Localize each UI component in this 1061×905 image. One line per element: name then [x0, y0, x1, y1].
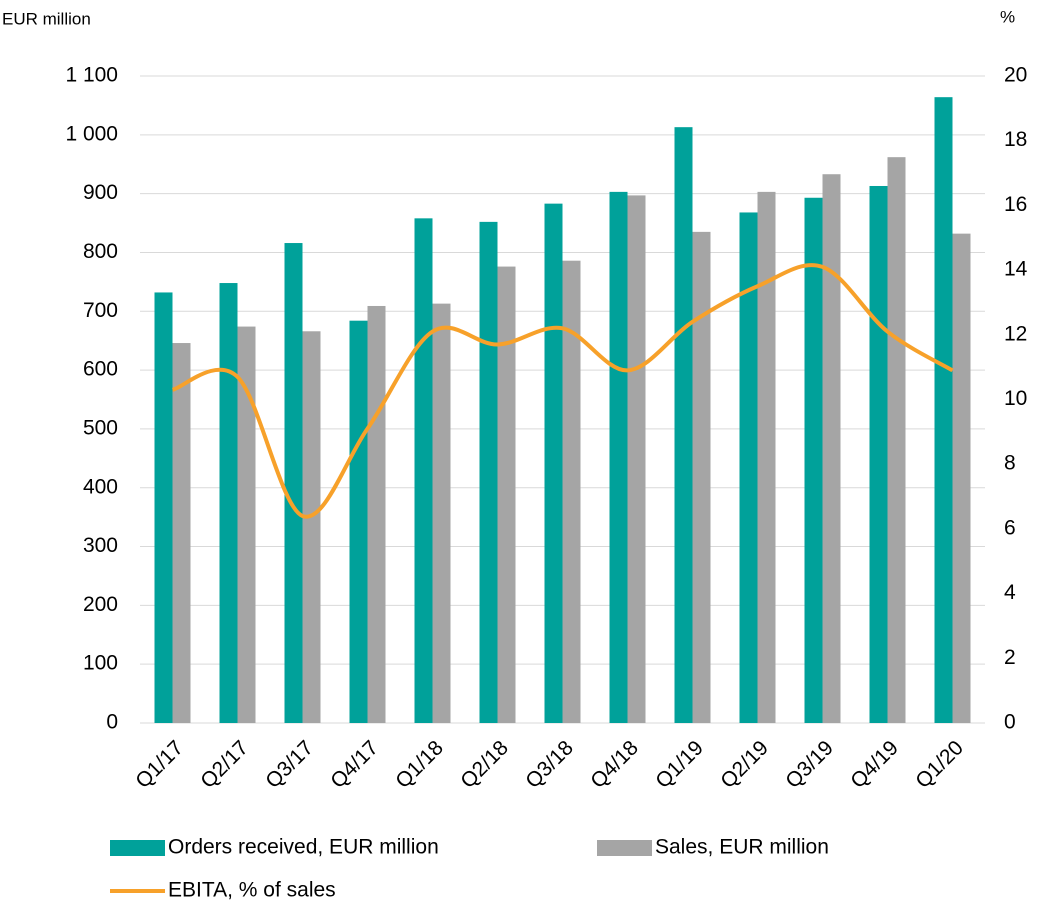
bar	[302, 331, 321, 723]
bar	[692, 231, 711, 724]
line	[171, 263, 954, 519]
y-tick-label: 500	[83, 416, 118, 439]
bar	[172, 343, 191, 723]
legend-swatch	[597, 840, 652, 856]
y-tick-label: 400	[83, 475, 118, 498]
y-tick-label: 1 000	[65, 122, 118, 145]
bar	[219, 283, 238, 723]
x-tick-label: Q2/18	[456, 736, 513, 793]
y-tick-label: 600	[83, 358, 118, 381]
y2-tick-label: 0	[1004, 711, 1016, 734]
bar	[544, 203, 563, 724]
y-tick-label: 300	[83, 534, 118, 557]
y-axis-title: EUR million	[2, 9, 91, 28]
bar	[367, 305, 386, 723]
y2-tick-label: 16	[1004, 193, 1027, 216]
bar	[627, 195, 646, 724]
y-tick-label: 800	[83, 240, 118, 263]
bar	[887, 157, 906, 724]
x-tick-label: Q2/19	[716, 736, 773, 793]
bar	[284, 243, 303, 723]
y2-tick-label: 2	[1004, 646, 1016, 669]
bar	[154, 292, 173, 723]
legend-label: Sales, EUR million	[655, 836, 829, 859]
bar	[237, 326, 256, 723]
y-tick-label: 100	[83, 652, 118, 675]
bar	[432, 303, 451, 723]
y2-tick-label: 12	[1004, 322, 1027, 345]
bar	[934, 97, 953, 723]
y-tick-label: 1 100	[65, 64, 118, 87]
x-tick-label: Q4/19	[846, 736, 903, 793]
bar	[609, 191, 628, 723]
bar	[497, 266, 516, 723]
bar	[414, 218, 433, 723]
x-tick-label: Q1/19	[651, 736, 708, 793]
bar	[757, 191, 776, 723]
bar	[562, 260, 581, 723]
y2-tick-label: 18	[1004, 128, 1027, 151]
bar	[479, 221, 498, 724]
legend-swatch	[110, 840, 165, 856]
y2-tick-label: 4	[1004, 581, 1016, 604]
y2-axis-title: %	[1000, 7, 1015, 26]
x-tick-label: Q2/17	[196, 736, 253, 793]
y2-tick-label: 14	[1004, 258, 1028, 281]
bar	[674, 127, 693, 724]
x-tick-label: Q1/18	[391, 736, 448, 793]
bar	[804, 197, 823, 723]
y-tick-label: 0	[106, 711, 118, 734]
bar	[952, 233, 971, 723]
y2-tick-label: 6	[1004, 516, 1016, 539]
x-tick-label: Q4/18	[586, 736, 643, 793]
x-tick-label: Q3/18	[521, 736, 578, 793]
y-tick-label: 900	[83, 181, 118, 204]
x-tick-label: Q1/20	[911, 736, 968, 793]
legend-label: Orders received, EUR million	[168, 836, 439, 859]
y2-tick-label: 10	[1004, 387, 1027, 410]
y2-tick-label: 20	[1004, 64, 1027, 87]
x-tick-label: Q3/19	[781, 736, 838, 793]
x-tick-label: Q4/17	[326, 736, 383, 793]
x-tick-label: Q1/17	[131, 736, 188, 793]
y-tick-label: 700	[83, 299, 118, 322]
legend-label: EBITA, % of sales	[168, 879, 336, 902]
y2-tick-label: 8	[1004, 452, 1016, 475]
bar	[739, 212, 758, 723]
bar	[869, 185, 888, 724]
bar	[822, 174, 841, 723]
x-tick-label: Q3/17	[261, 736, 318, 793]
y-tick-label: 200	[83, 593, 118, 616]
bar	[349, 320, 368, 723]
